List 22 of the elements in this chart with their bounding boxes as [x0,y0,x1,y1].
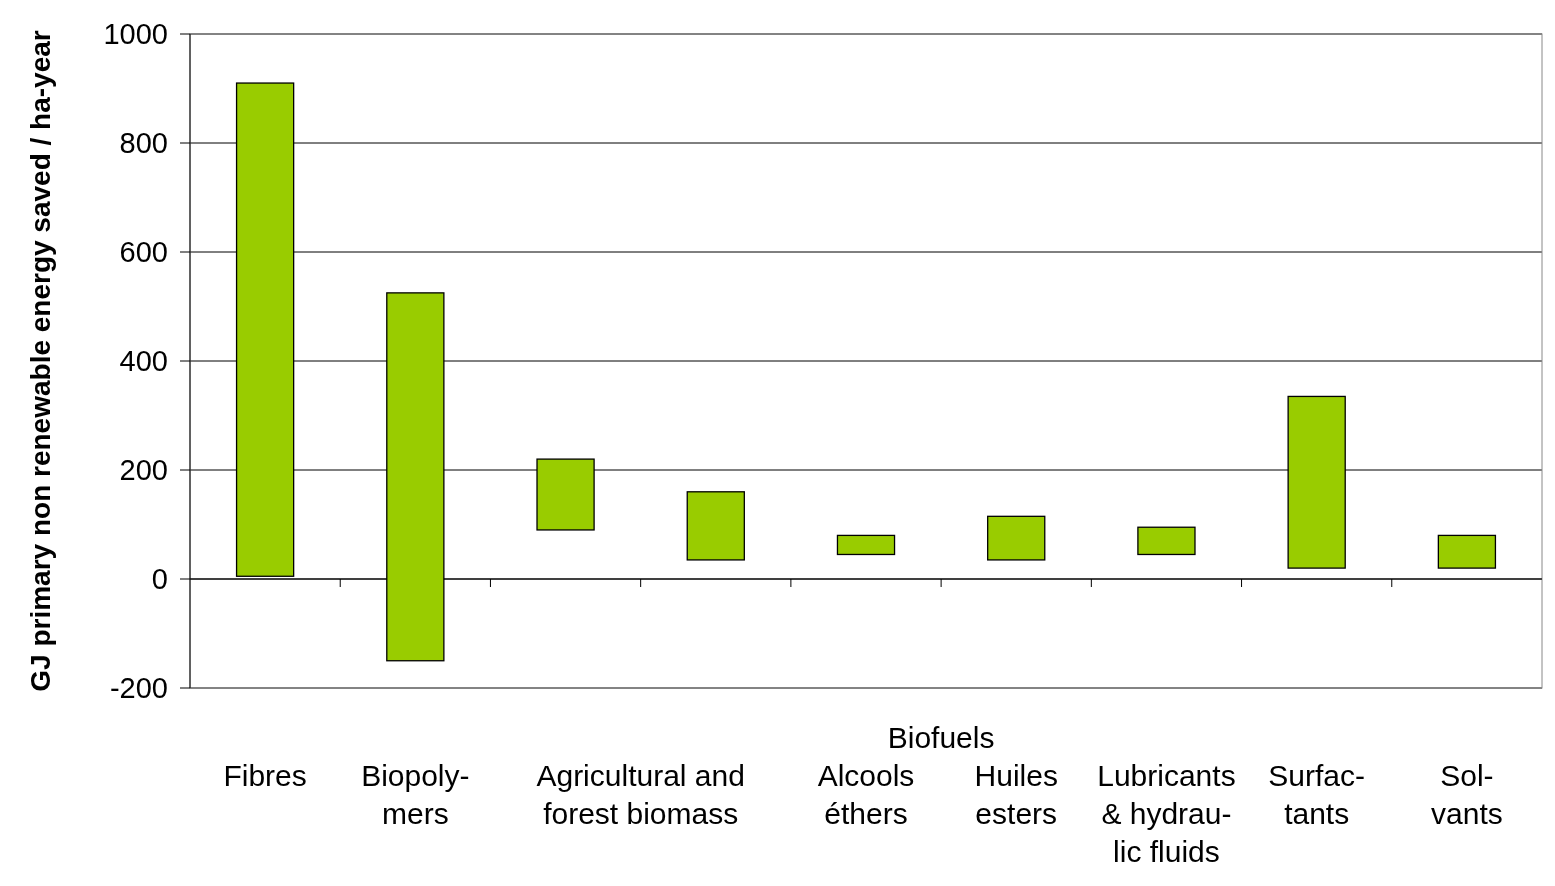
y-tick-label: 1000 [103,18,168,51]
y-tick-label: 0 [151,563,168,596]
x-tick-label: Huiles esters [974,759,1058,830]
x-tick-label: Agricultural and forest biomass [536,759,745,830]
y-tick-label: -200 [109,672,168,705]
y-tick-label: 400 [119,345,168,378]
y-tick-label: 600 [119,236,168,269]
bar [1437,534,1497,569]
x-tick-label: Alcools éthers [817,759,915,830]
x-tick-label: Lubricants & hydrau- lic fluids [1097,759,1236,868]
y-tick-label: 800 [119,127,168,160]
bar [987,515,1046,561]
x-tick-label: Biopoly- mers [361,759,470,830]
x-tick-label: Fibres [223,759,307,792]
y-tick-label: 200 [119,454,168,487]
bar [686,491,745,561]
bar [1137,526,1196,556]
bar [836,534,896,556]
x-tick-label: Surfac- tants [1268,759,1366,830]
text: Biofuels [887,721,995,754]
y-axis-title: GJ primary non renewable energy saved / ha-year [25,30,56,692]
x-tick-label: Sol- vants [1431,759,1503,830]
